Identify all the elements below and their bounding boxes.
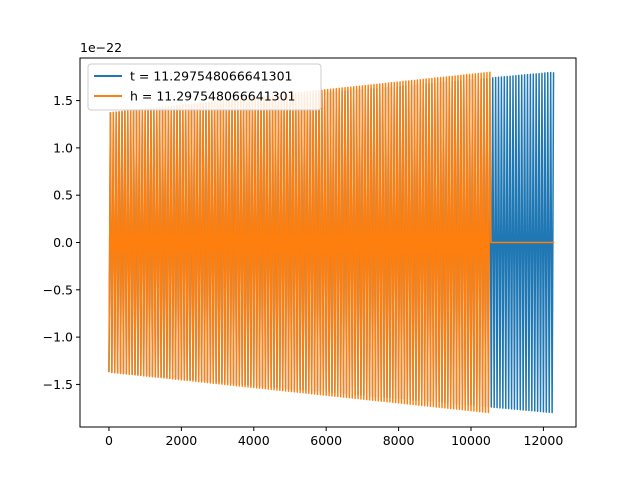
legend: t = 11.297548066641301 h = 11.29754806664… xyxy=(87,63,322,111)
legend-label-2: h = 11.297548066641301 xyxy=(130,89,296,104)
series-layer xyxy=(108,71,555,414)
y-axis: −1.5 −1.0 −0.5 0.0 0.5 1.0 1.5 xyxy=(43,93,80,392)
legend-label-1: t = 11.297548066641301 xyxy=(130,69,293,84)
x-tick-label: 6000 xyxy=(310,433,342,448)
x-tick-label: 0 xyxy=(105,433,113,448)
x-tick-label: 4000 xyxy=(238,433,270,448)
legend-box xyxy=(87,63,322,111)
y-tick-label: 0.5 xyxy=(53,188,73,203)
series-line-2 xyxy=(108,71,555,414)
x-tick-label: 12000 xyxy=(524,433,564,448)
y-tick-label: −0.5 xyxy=(43,282,73,297)
y-offset-label: 1e−22 xyxy=(80,40,122,55)
x-tick-label: 8000 xyxy=(383,433,415,448)
y-tick-label: −1.0 xyxy=(43,330,73,345)
x-axis: 0 2000 4000 6000 8000 10000 12000 xyxy=(105,427,563,448)
y-tick-label: 0.0 xyxy=(53,235,73,250)
y-tick-label: 1.0 xyxy=(53,140,73,155)
x-tick-label: 10000 xyxy=(451,433,491,448)
x-tick-label: 2000 xyxy=(165,433,197,448)
y-tick-label: 1.5 xyxy=(53,93,73,108)
y-tick-label: −1.5 xyxy=(43,377,73,392)
